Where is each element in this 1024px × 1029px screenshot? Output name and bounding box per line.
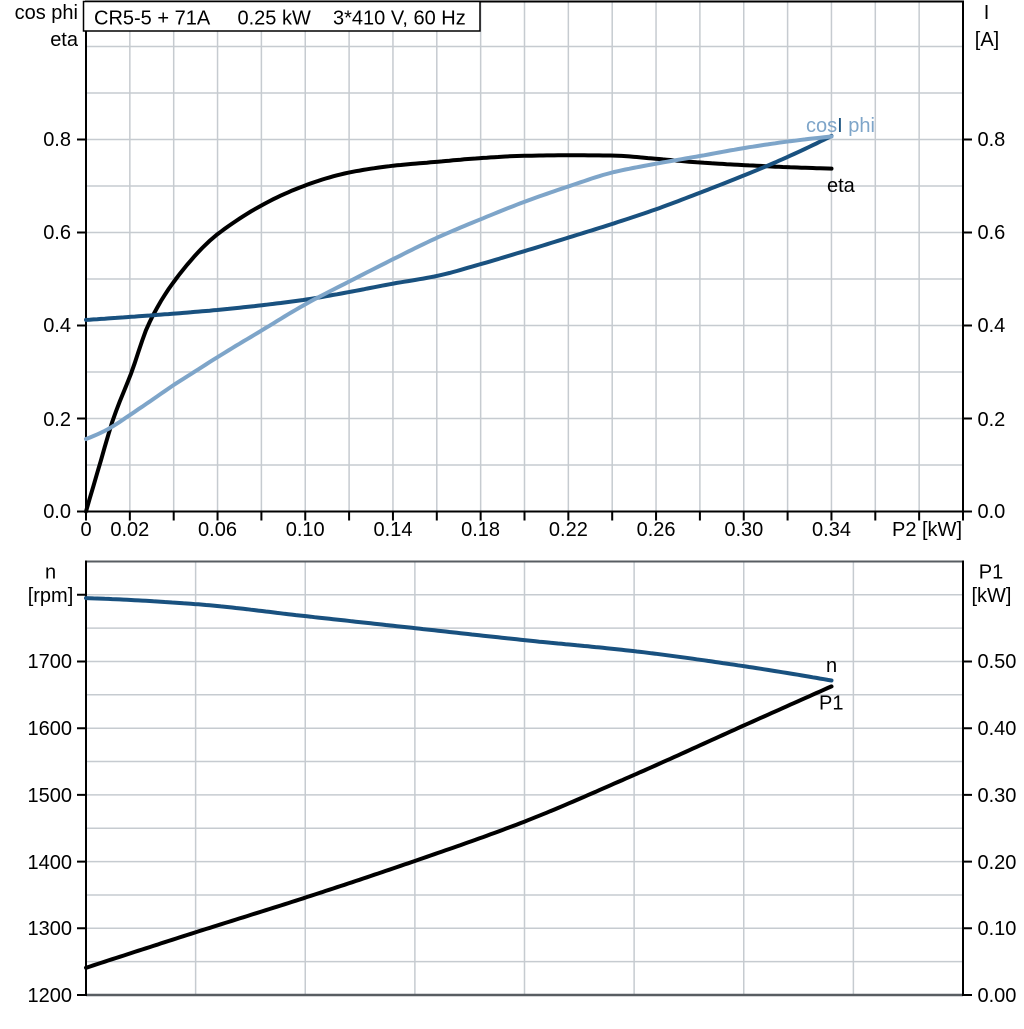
svg-text:P2 [kW]: P2 [kW] [892,519,962,541]
svg-text:P1: P1 [819,693,843,715]
svg-text:1700: 1700 [28,651,73,673]
svg-text:0.30: 0.30 [724,519,763,541]
svg-text:0.22: 0.22 [549,519,588,541]
svg-text:n: n [826,655,837,677]
svg-text:cos phi: cos phi [15,2,78,24]
svg-text:n: n [45,562,56,584]
svg-text:0.0: 0.0 [978,501,1006,523]
svg-text:0.4: 0.4 [978,315,1006,337]
svg-text:0.4: 0.4 [43,315,71,337]
svg-text:0: 0 [80,519,91,541]
svg-text:0.20: 0.20 [978,852,1017,874]
svg-text:[kW]: [kW] [972,585,1012,607]
svg-text:3*410 V, 60 Hz: 3*410 V, 60 Hz [333,8,466,30]
svg-text:0.8: 0.8 [43,129,71,151]
svg-text:1500: 1500 [28,785,73,807]
svg-text:0.25 kW: 0.25 kW [238,8,311,30]
svg-text:0.18: 0.18 [461,519,500,541]
svg-text:0.40: 0.40 [978,718,1017,740]
svg-text:0.8: 0.8 [978,129,1006,151]
svg-text:0.10: 0.10 [978,918,1017,940]
svg-text:P1: P1 [979,562,1003,584]
svg-text:eta: eta [50,29,79,51]
svg-text:eta: eta [827,175,856,197]
svg-text:0.2: 0.2 [978,409,1006,431]
svg-text:0.30: 0.30 [978,785,1017,807]
svg-text:0.26: 0.26 [637,519,676,541]
svg-text:0.0: 0.0 [43,501,71,523]
svg-text:0.6: 0.6 [978,222,1006,244]
svg-text:0.50: 0.50 [978,651,1017,673]
svg-text:0.2: 0.2 [43,409,71,431]
svg-text:0.6: 0.6 [43,222,71,244]
svg-text:[A]: [A] [975,29,999,51]
svg-text:1600: 1600 [28,718,73,740]
svg-text:0.06: 0.06 [198,519,237,541]
svg-text:0.34: 0.34 [812,519,851,541]
svg-text:0.02: 0.02 [110,519,149,541]
svg-text:CR5-5 + 71A: CR5-5 + 71A [94,8,211,30]
svg-text:cosI phi: cosI phi [806,115,875,137]
svg-text:1300: 1300 [28,918,73,940]
svg-text:[rpm]: [rpm] [28,585,74,607]
svg-text:1200: 1200 [28,985,73,1007]
svg-text:I: I [984,2,990,24]
svg-text:0.00: 0.00 [978,985,1017,1007]
svg-text:0.10: 0.10 [286,519,325,541]
svg-text:1400: 1400 [28,852,73,874]
svg-text:0.14: 0.14 [374,519,413,541]
